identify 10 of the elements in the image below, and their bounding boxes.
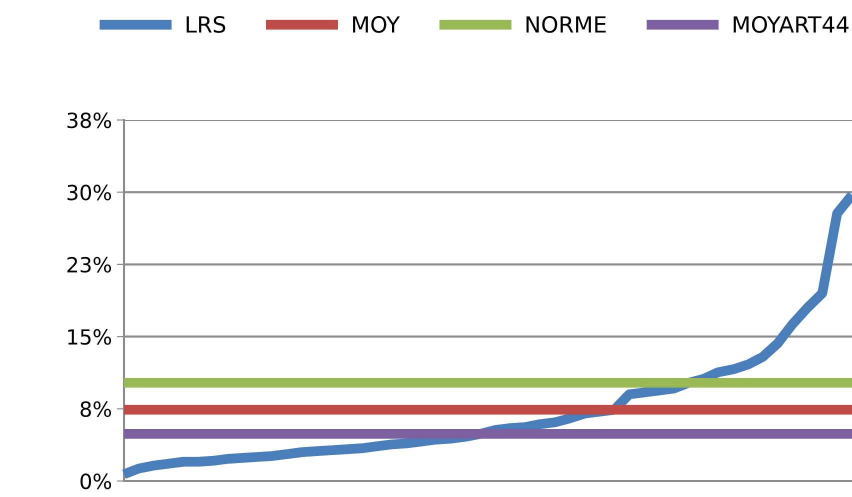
y-tick-label: 8% xyxy=(80,401,112,418)
y-tick-label: 0% xyxy=(80,473,112,490)
legend-label: NORME xyxy=(526,16,606,33)
y-tick-label: 38% xyxy=(67,112,112,128)
y-tick-label: 15% xyxy=(68,329,112,345)
legend-label: MOY xyxy=(353,16,400,33)
legend-label: MOYART44 xyxy=(734,16,848,33)
legend-label: LRS xyxy=(186,16,226,33)
y-tick-label: 30% xyxy=(67,184,112,200)
y-tick-label: 23% xyxy=(67,256,112,273)
